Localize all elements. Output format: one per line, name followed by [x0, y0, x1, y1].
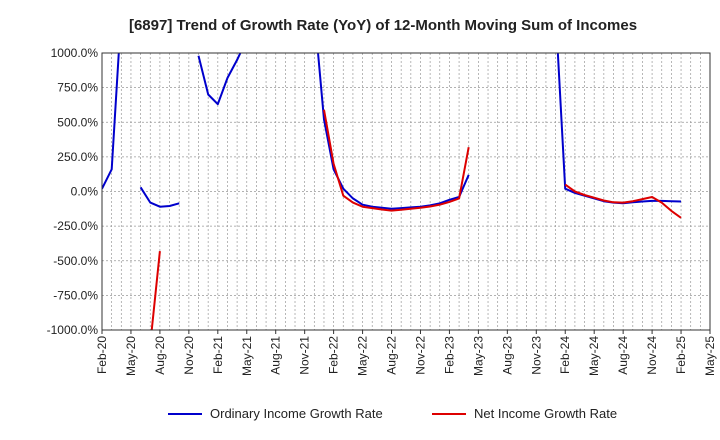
x-tick-label: May-25 — [703, 336, 717, 376]
y-axis: 1000.0% 750.0% 500.0% 250.0% 0.0% -250.0% -500… — [47, 46, 99, 337]
x-tick-label: Nov-23 — [529, 336, 543, 375]
legend-label: Net Income Growth Rate — [474, 406, 617, 421]
x-tick-label: May-22 — [356, 336, 370, 376]
x-tick-label: Feb-24 — [558, 336, 572, 374]
x-tick-label: Nov-22 — [413, 336, 427, 375]
series-line-net-income — [564, 183, 682, 219]
x-tick-label: Aug-22 — [385, 336, 399, 375]
y-tick-label: 250.0% — [57, 150, 98, 164]
series-line-net-income — [150, 250, 161, 330]
x-tick-label: Nov-21 — [298, 336, 312, 375]
series-line-ordinary-income — [139, 186, 180, 208]
y-tick-label: 1000.0% — [51, 46, 99, 60]
series-line-ordinary-income — [197, 53, 242, 106]
y-tick-label: 750.0% — [57, 81, 98, 95]
legend-label: Ordinary Income Growth Rate — [210, 406, 383, 421]
x-tick-label: Feb-20 — [95, 336, 109, 374]
x-tick-label: Feb-23 — [442, 336, 456, 374]
x-tick-label: Feb-25 — [674, 336, 688, 374]
series-line-net-income — [323, 109, 470, 212]
x-tick-label: May-23 — [471, 336, 485, 376]
y-tick-label: 0.0% — [71, 185, 99, 199]
y-tick-label: -250.0% — [53, 219, 98, 233]
x-tick-label: Aug-24 — [616, 336, 630, 375]
y-tick-label: 500.0% — [57, 115, 98, 129]
x-axis: Feb-20 May-20 Aug-20 Nov-20 Feb-21 May-21 Aug-… — [95, 330, 717, 376]
x-tick-label: Feb-21 — [211, 336, 225, 374]
y-tick-label: -500.0% — [53, 254, 98, 268]
y-tick-label: -750.0% — [53, 288, 98, 302]
legend: Ordinary Income Growth Rate Net Income Gr… — [168, 406, 617, 421]
x-tick-label: May-24 — [587, 336, 601, 376]
x-tick-label: Feb-22 — [327, 336, 341, 374]
x-tick-label: May-20 — [124, 336, 138, 376]
series-line-ordinary-income — [102, 53, 120, 190]
x-tick-label: May-21 — [240, 336, 254, 376]
x-tick-label: Aug-20 — [153, 336, 167, 375]
series-lines — [102, 53, 682, 330]
y-tick-label: -1000.0% — [47, 323, 99, 337]
x-tick-label: Aug-23 — [500, 336, 514, 375]
x-tick-label: Nov-20 — [182, 336, 196, 375]
x-tick-label: Nov-24 — [645, 336, 659, 375]
series-group — [150, 109, 682, 330]
plot-border — [101, 52, 711, 331]
chart-title: [6897] Trend of Growth Rate (YoY) of 12-… — [129, 17, 637, 34]
x-tick-label: Aug-21 — [269, 336, 283, 375]
